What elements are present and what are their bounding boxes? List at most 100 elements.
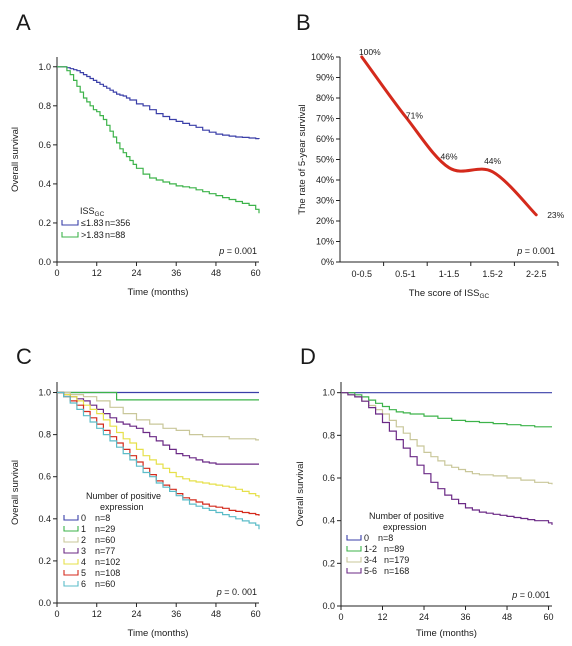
y-tick-label: 0.4 (322, 516, 335, 526)
y-tick-label: 0% (321, 257, 334, 267)
legend-count: n=29 (95, 524, 115, 534)
legend-label: 4 (81, 557, 86, 567)
legend-swatch (63, 515, 79, 521)
legend-label: 0 (81, 513, 86, 523)
y-tick-label: 0.6 (322, 473, 335, 483)
p-value-symbol: p (218, 246, 224, 256)
survival-curve-183 (57, 66, 260, 140)
panel-letter-b: B (296, 10, 311, 35)
p-value-text: = 0. 001 (222, 587, 257, 597)
legend-title-line: expression (383, 522, 427, 532)
y-tick-label: 0.6 (38, 472, 51, 482)
y-tick-label: 80% (316, 93, 334, 103)
survival-curve-2 (57, 391, 259, 441)
p-value-text: = 0.001 (517, 590, 550, 600)
chart-panel-b: 0% 10% 20% 30% 40% 50% 60% 70% 80% 90% 100% 0-0.5 0.… (297, 47, 565, 300)
y-tick-label: 1.0 (38, 62, 51, 72)
survival-curve-3 (57, 391, 259, 465)
legend-swatch (61, 220, 79, 226)
x-tick-label: 0 (54, 609, 59, 619)
legend-count: n=88 (105, 230, 125, 240)
survival-curve-1 (57, 391, 259, 401)
p-value-symbol: p (516, 246, 522, 256)
chart-panel-d: 0 12 24 36 48 60 0.0 0.2 0.4 0.6 0.8 1.0 Time (month… (295, 382, 554, 639)
y-tick-label: 1.0 (322, 388, 335, 398)
p-value-text: = 0.001 (522, 246, 555, 256)
x-tick-label: 36 (171, 268, 181, 278)
p-value-annotation: p = 0. 001 (216, 587, 257, 597)
legend-label: 6 (81, 579, 86, 589)
data-label: 44% (484, 156, 501, 166)
data-label: 23% (547, 210, 564, 220)
x-axis-label-subscript: GC (480, 293, 490, 300)
x-tick-label: 12 (378, 612, 388, 622)
x-tick-label: 24 (131, 268, 141, 278)
legend-label: 1-2 (364, 544, 377, 554)
x-tick-label: 24 (419, 612, 429, 622)
legend-count: n=108 (95, 568, 120, 578)
y-tick-label: 100% (311, 52, 334, 62)
data-label: 100% (359, 47, 381, 57)
y-tick-label: 0.8 (38, 101, 51, 111)
x-tick-label: 48 (502, 612, 512, 622)
legend-count: n=89 (384, 544, 404, 554)
x-tick-label: 60 (544, 612, 554, 622)
y-tick-label: 50% (316, 155, 334, 165)
y-tick-label: 0.2 (38, 556, 51, 566)
legend-label: 5 (81, 568, 86, 578)
x-axis-label-main: The score of ISS (409, 288, 480, 299)
legend-count: n=179 (384, 555, 409, 565)
legend-count: n=60 (95, 535, 115, 545)
y-tick-label: 0.8 (322, 430, 335, 440)
legend-swatch (346, 557, 362, 563)
panel-letter-a: A (16, 10, 31, 35)
x-tick-label: 24 (131, 609, 141, 619)
legend-swatch (346, 568, 362, 574)
survival-curve-4 (57, 391, 260, 498)
y-tick-label: 0.0 (38, 598, 51, 608)
survival-curve-3-4 (341, 392, 553, 485)
y-tick-label: 90% (316, 73, 334, 83)
y-tick-label: 1.0 (38, 388, 51, 398)
legend-label: 3 (81, 546, 86, 556)
legend-label: 0 (364, 533, 369, 543)
legend-swatch (346, 535, 362, 541)
x-tick-label: 0 (338, 612, 343, 622)
x-axis-label: Time (months) (128, 628, 189, 639)
y-tick-label: 30% (316, 196, 334, 206)
legend-swatch (63, 570, 79, 576)
survival-curve-1-2 (341, 392, 552, 428)
x-tick-label: 48 (211, 609, 221, 619)
legend-title-line: expression (100, 502, 144, 512)
y-axis-label: Overall survival (10, 460, 21, 525)
y-tick-label: 10% (316, 237, 334, 247)
legend-label: 5-6 (364, 566, 377, 576)
x-tick-label: 0 (54, 268, 59, 278)
survival-rate-line (360, 55, 538, 217)
legend-swatch (61, 232, 79, 238)
x-tick-label: 36 (171, 609, 181, 619)
p-value-symbol: p (216, 587, 222, 597)
x-tick-label: 12 (92, 268, 102, 278)
legend-swatch (63, 559, 79, 565)
p-value-annotation: p = 0.001 (511, 590, 550, 600)
legend-swatch (63, 548, 79, 554)
legend-swatch (63, 526, 79, 532)
data-label: 71% (406, 110, 423, 120)
p-value-text: = 0.001 (224, 246, 257, 256)
x-axis-label: Time (months) (416, 628, 477, 639)
legend-title-subscript: GC (95, 211, 105, 218)
x-tick-label: 48 (211, 268, 221, 278)
x-tick-label: 1-1.5 (439, 269, 460, 279)
y-tick-label: 0.4 (38, 514, 51, 524)
legend-title-line: Number of positive (369, 511, 444, 521)
p-value-annotation: p = 0.001 (516, 246, 555, 256)
survival-curve-183 (57, 66, 260, 214)
p-value-annotation: p = 0.001 (218, 246, 257, 256)
legend-title-main: ISS (80, 206, 95, 216)
y-axis-label: Overall survival (10, 127, 21, 192)
legend-label: >1.83 (81, 230, 104, 240)
x-tick-label: 0-0.5 (352, 269, 373, 279)
